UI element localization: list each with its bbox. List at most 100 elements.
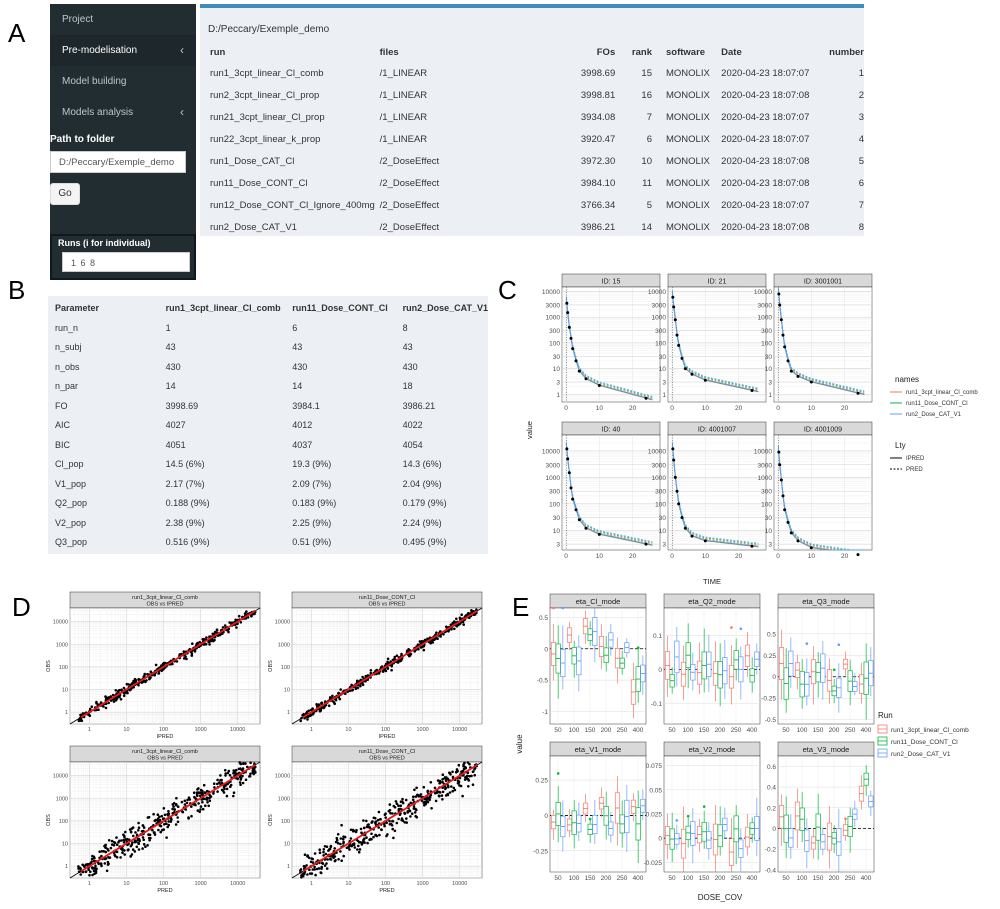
data-point: [393, 655, 397, 659]
data-point: [328, 848, 331, 851]
cell-run: run1_3cpt_linear_Cl_comb: [210, 67, 324, 79]
data-point: [377, 810, 381, 814]
data-point: [415, 786, 418, 790]
col-run[interactable]: run: [210, 46, 226, 58]
series-line-pred: [671, 441, 759, 544]
x-tick-label: 200: [715, 875, 726, 882]
plot-area: [561, 434, 661, 551]
data-point: [220, 781, 224, 785]
data-point: [92, 859, 96, 863]
data-point: [198, 794, 202, 797]
y-tick-label: 300: [549, 489, 560, 496]
data-point: [207, 804, 210, 808]
y-tick-label: 1: [287, 710, 290, 716]
data-point: [153, 673, 156, 677]
data-point: [331, 694, 334, 698]
col-software[interactable]: software: [666, 46, 706, 58]
sidebar-item-project[interactable]: Project: [50, 4, 196, 35]
facet-4: eta_V2_mode -0.025 0 0.025 0.05 0.075 50 100 150…: [644, 741, 761, 882]
y-tick-label: 10: [659, 366, 667, 373]
runs-input[interactable]: 1 6 8: [62, 252, 190, 272]
data-point: [201, 800, 204, 804]
data-point: [104, 706, 108, 710]
data-point: [151, 828, 154, 832]
facet-subtitle: OBS vs IPRED: [369, 602, 406, 608]
data-point: [186, 798, 189, 802]
x-tick-label: 250: [845, 727, 856, 734]
y-tick-label: 1: [287, 864, 290, 870]
data-point: [406, 810, 410, 813]
table-row[interactable]: run22_3cpt_linear_k_prop/1_LINEAR 3920.47…: [208, 128, 864, 150]
x-axis-label: IPRED: [157, 734, 174, 740]
data-point: [103, 862, 107, 865]
data-point: [148, 838, 151, 842]
col-rank[interactable]: rank: [631, 46, 652, 58]
data-point: [123, 853, 126, 856]
data-point: [299, 868, 303, 871]
data-point: [209, 795, 213, 798]
go-button[interactable]: Go: [50, 183, 80, 205]
data-point: [162, 807, 166, 810]
x-tick-label: 400: [747, 727, 758, 734]
legend-entry: IPRED: [906, 456, 925, 462]
table-row[interactable]: run11_Dose_CONT_Cl/2_DoseEffect 3984.10 11…: [208, 172, 864, 194]
path-input[interactable]: D:/Peccary/Exemple_demo: [50, 151, 186, 173]
obs-point: [783, 345, 787, 349]
sidebar-item-model-building[interactable]: Model building: [50, 66, 196, 97]
y-tick-label: 30: [659, 515, 667, 522]
cell-date: 2020-04-23 18:07:08: [721, 89, 810, 101]
data-point: [398, 813, 402, 816]
x-tick-label: 10000: [452, 881, 467, 887]
table-row[interactable]: run1_3cpt_linear_Cl_comb/1_LINEAR 3998.69…: [208, 62, 864, 84]
data-point: [448, 771, 452, 775]
y-tick-label: 3: [768, 380, 772, 387]
table-row[interactable]: run1_Dose_CAT_Cl/2_DoseEffect 3972.30 10 MO…: [208, 150, 864, 172]
facet-title: eta_V3_mode: [803, 745, 850, 754]
sidebar-item-models-analysis[interactable]: Models analysis ‹: [50, 97, 196, 128]
data-point: [190, 654, 194, 657]
x-tick-label: 0: [564, 405, 568, 412]
data-point: [244, 762, 247, 765]
data-point: [369, 669, 373, 672]
table-header-row: Parameter run1_3cpt_linear_Cl_comb run11…: [55, 298, 488, 318]
x-tick-label: 200: [829, 727, 840, 734]
series-line-pred: [777, 445, 865, 551]
facet-3: eta_V1_mode -0.25 0 0.25 50 100 150 200 250 400: [533, 741, 647, 882]
cell: 2.09 (7%): [292, 478, 332, 489]
data-point: [308, 868, 311, 872]
data-point: [324, 852, 328, 856]
col-files[interactable]: files: [379, 46, 399, 58]
table-row[interactable]: run2_3cpt_linear_Cl_prop/1_LINEAR 3998.81…: [208, 84, 864, 106]
col-number[interactable]: number: [829, 46, 864, 58]
x-tick-label: 50: [782, 727, 790, 734]
data-point: [430, 807, 433, 810]
y-tick-label: 100: [549, 340, 560, 347]
data-point: [349, 837, 353, 840]
y-axis-label: OBS: [46, 814, 52, 826]
y-tick-label: 300: [761, 328, 772, 335]
data-point: [137, 848, 141, 851]
sidebar-item-pre-modelisation[interactable]: Pre-modelisation ‹: [50, 35, 196, 66]
cell: Cl_pop: [55, 459, 84, 470]
cell-run: run11_Dose_CONT_Cl: [210, 177, 308, 189]
table-row[interactable]: run2_Dose_CAT_V1/2_DoseEffect 3986.21 14 MO…: [208, 216, 864, 238]
outlier-point: [805, 642, 809, 645]
data-point: [127, 683, 130, 686]
data-point: [384, 816, 388, 819]
x-tick-label: 0: [776, 405, 780, 412]
obs-point: [779, 318, 783, 322]
data-point: [103, 857, 107, 861]
data-point: [339, 842, 342, 846]
cell: 0.183 (9%): [292, 498, 337, 509]
table-row[interactable]: run21_3cpt_linear_Cl_prop/1_LINEAR 3934.0…: [208, 106, 864, 128]
data-point: [443, 776, 447, 779]
col-date[interactable]: Date: [721, 46, 742, 58]
obs-point: [750, 544, 754, 548]
col-fos[interactable]: FOs: [596, 46, 616, 58]
data-point: [216, 778, 219, 782]
data-point: [79, 873, 82, 876]
data-point: [403, 821, 407, 824]
cell-fos: 3766.34: [580, 199, 616, 211]
cell-date: 2020-04-23 18:07:07: [721, 199, 810, 211]
table-row[interactable]: run12_Dose_CONT_Cl_Ignore_400mg/2_DoseEf…: [208, 194, 864, 216]
